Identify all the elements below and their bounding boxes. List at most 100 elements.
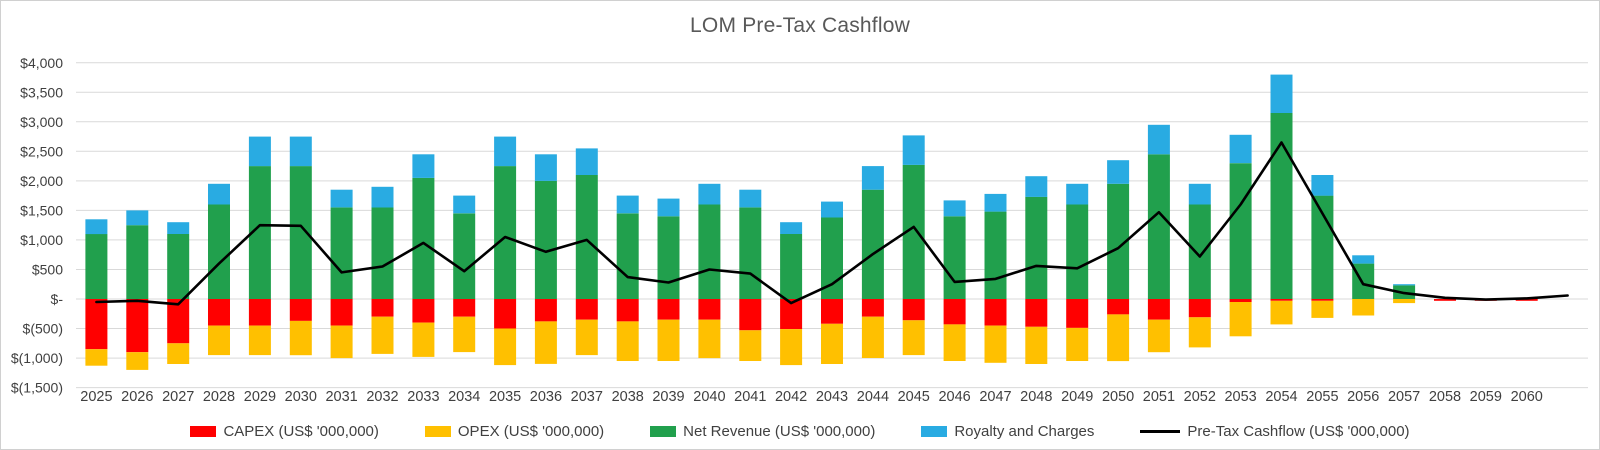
x-axis-year-label-2043: 2043	[816, 389, 848, 405]
capex-bar-2052	[1188, 299, 1211, 318]
x-axis-year-label-2033: 2033	[407, 389, 439, 405]
net-revenue-bar-2034	[453, 213, 476, 299]
opex-bar-2052	[1188, 317, 1211, 348]
royalty-bar-2035	[494, 136, 517, 167]
royalty-bar-2047	[984, 193, 1007, 212]
chart-legend: CAPEX (US$ '000,000) OPEX (US$ '000,000) N…	[1, 423, 1599, 440]
royalty-bar-2056	[1352, 255, 1375, 264]
opex-bar-2056	[1352, 299, 1375, 316]
x-axis-year-label-2047: 2047	[979, 389, 1011, 405]
royalty-bar-2027	[167, 222, 190, 234]
opex-bar-2038	[616, 321, 639, 361]
x-axis-year-label-2039: 2039	[652, 389, 684, 405]
x-axis-year-label-2035: 2035	[489, 389, 521, 405]
capex-bar-2048	[1025, 299, 1048, 327]
y-axis-tick-label: $1,000	[20, 232, 63, 248]
royalty-bar-2052	[1188, 183, 1211, 205]
capex-bar-2045	[902, 299, 925, 321]
x-axis-year-label-2059: 2059	[1470, 389, 1502, 405]
net-revenue-bar-2029	[248, 166, 271, 299]
net-revenue-bar-2037	[575, 175, 598, 299]
royalty-bar-2040	[698, 183, 721, 205]
capex-bar-2033	[412, 299, 435, 323]
net-revenue-bar-2038	[616, 213, 639, 299]
capex-bar-2055	[1311, 299, 1334, 301]
capex-bar-2047	[984, 299, 1007, 326]
x-axis-year-label-2048: 2048	[1020, 389, 1052, 405]
opex-bar-2044	[861, 316, 884, 358]
royalty-bar-2054	[1270, 74, 1293, 113]
x-axis-year-label-2025: 2025	[80, 389, 112, 405]
opex-bar-2045	[902, 320, 925, 356]
x-axis-year-label-2049: 2049	[1061, 389, 1093, 405]
net-revenue-bar-2046	[943, 216, 966, 299]
opex-bar-2057	[1393, 299, 1416, 304]
x-axis-year-label-2060: 2060	[1511, 389, 1543, 405]
net-revenue-bar-2052	[1188, 204, 1211, 299]
opex-bar-2043	[821, 323, 843, 364]
capex-bar-2027	[167, 299, 190, 344]
x-axis-year-label-2038: 2038	[612, 389, 644, 405]
royalty-bar-2057	[1393, 284, 1416, 286]
royalty-bar-2032	[371, 186, 394, 208]
opex-bar-2048	[1025, 326, 1048, 364]
x-axis-year-label-2041: 2041	[734, 389, 766, 405]
royalty-bar-2037	[575, 148, 598, 175]
x-axis-year-label-2050: 2050	[1102, 389, 1134, 405]
capex-bar-2042	[780, 299, 803, 330]
capex-bar-2039	[657, 299, 680, 320]
opex-bar-2054	[1270, 300, 1293, 325]
opex-bar-2033	[412, 322, 435, 357]
net-revenue-bar-2025	[85, 234, 108, 299]
net-revenue-bar-2050	[1107, 183, 1130, 299]
net-revenue-swatch-icon	[650, 426, 677, 437]
legend-label-net-revenue: Net Revenue (US$ '000,000)	[683, 423, 876, 440]
net-revenue-bar-2032	[371, 207, 394, 299]
y-axis-tick-label: $2,000	[20, 173, 63, 189]
opex-bar-2055	[1311, 300, 1334, 318]
net-revenue-bar-2040	[698, 204, 721, 299]
x-axis-year-label-2034: 2034	[448, 389, 480, 405]
opex-bar-2042	[780, 329, 803, 366]
opex-bar-2026	[126, 352, 149, 370]
legend-item-opex: OPEX (US$ '000,000)	[424, 423, 604, 440]
opex-bar-2049	[1066, 327, 1089, 361]
capex-bar-2037	[575, 299, 598, 320]
legend-item-royalty: Royalty and Charges	[921, 423, 1094, 440]
capex-bar-2046	[943, 299, 966, 325]
royalty-bar-2033	[412, 154, 435, 178]
x-axis-year-label-2054: 2054	[1265, 389, 1297, 405]
capex-bar-2058	[1434, 299, 1456, 301]
opex-bar-2029	[248, 325, 271, 356]
x-axis-year-label-2029: 2029	[244, 389, 276, 405]
capex-bar-2044	[861, 299, 884, 317]
royalty-bar-2055	[1311, 175, 1334, 196]
royalty-bar-2036	[534, 154, 557, 181]
opex-bar-2039	[657, 319, 680, 361]
opex-bar-2035	[494, 328, 517, 366]
capex-bar-2040	[698, 299, 721, 320]
chart-title: LOM Pre-Tax Cashflow	[690, 14, 910, 37]
opex-bar-2036	[534, 321, 557, 364]
x-axis-year-label-2044: 2044	[857, 389, 889, 405]
y-axis-tick-label: $500	[32, 262, 63, 278]
capex-bar-2034	[453, 299, 476, 317]
y-axis-tick-label: $3,000	[20, 114, 63, 130]
royalty-bar-2048	[1025, 176, 1048, 197]
capex-bar-2030	[289, 299, 312, 321]
royalty-bar-2028	[208, 183, 230, 205]
legend-label-pretax: Pre-Tax Cashflow (US$ '000,000)	[1187, 423, 1410, 440]
royalty-bar-2050	[1107, 160, 1130, 184]
x-axis-year-label-2027: 2027	[162, 389, 194, 405]
y-axis-tick-label: $(1,000)	[11, 350, 63, 366]
net-revenue-bar-2047	[984, 211, 1007, 299]
capex-bar-2035	[494, 299, 517, 329]
net-revenue-bar-2048	[1025, 196, 1048, 299]
capex-bar-2028	[208, 299, 230, 326]
x-axis-year-label-2030: 2030	[285, 389, 317, 405]
net-revenue-bar-2036	[534, 180, 557, 299]
royalty-bar-2041	[739, 189, 762, 208]
royalty-bar-2053	[1229, 134, 1252, 164]
